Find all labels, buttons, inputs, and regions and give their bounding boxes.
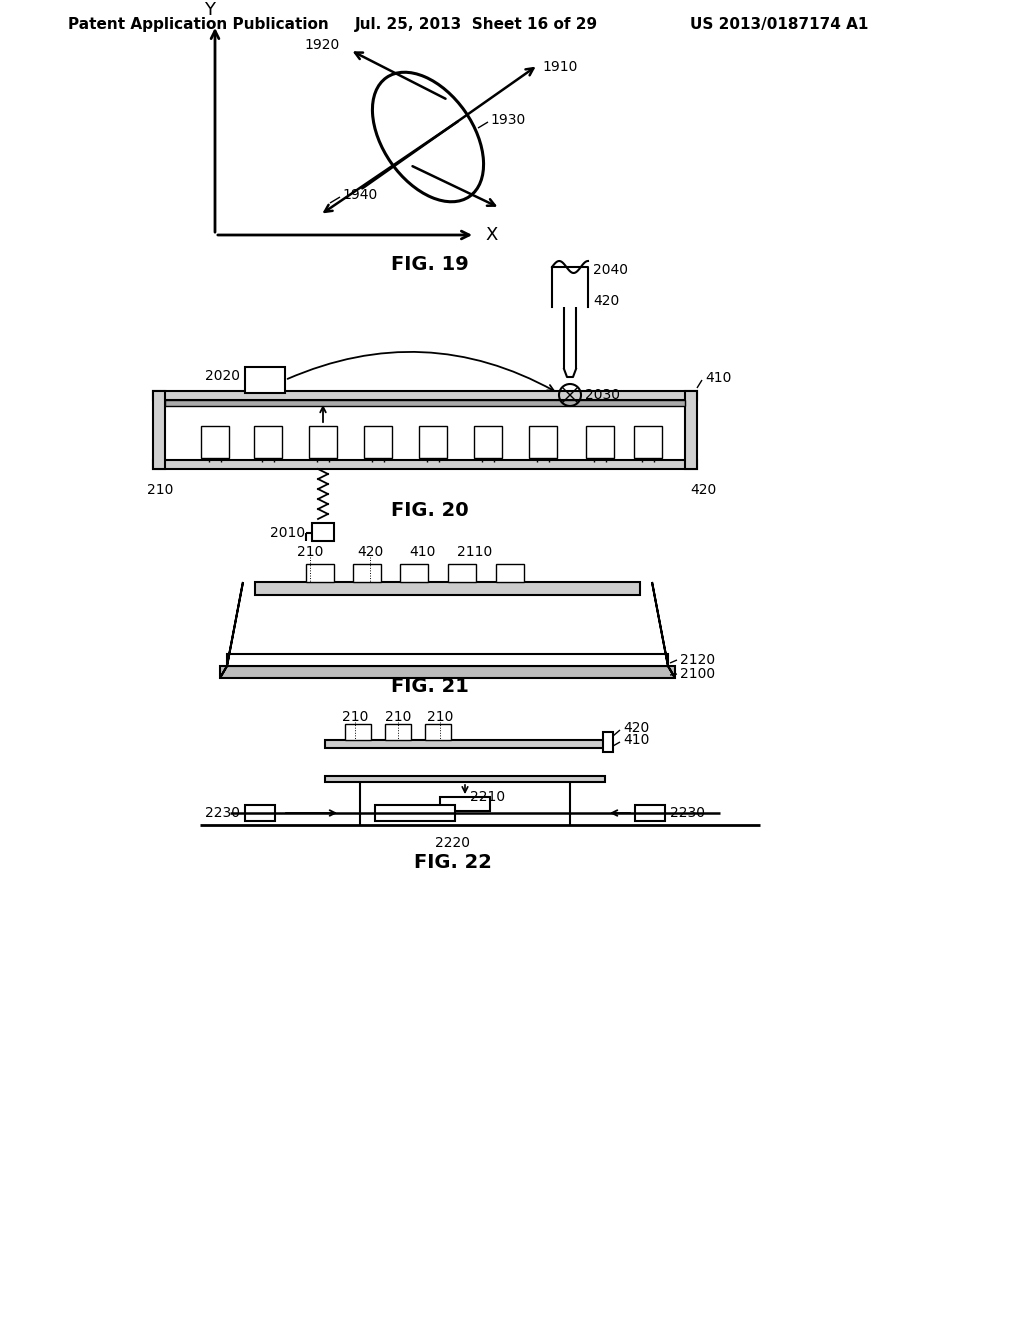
Text: 2020: 2020 bbox=[205, 370, 240, 383]
Text: 210: 210 bbox=[297, 545, 324, 558]
Bar bbox=[375, 805, 455, 821]
Polygon shape bbox=[652, 582, 675, 678]
Bar bbox=[529, 426, 557, 458]
Text: 2010: 2010 bbox=[270, 525, 305, 540]
Text: 2210: 2210 bbox=[470, 789, 505, 804]
Bar bbox=[353, 564, 381, 582]
Text: 2110: 2110 bbox=[458, 545, 493, 558]
Text: 2040: 2040 bbox=[593, 263, 628, 277]
Bar bbox=[220, 667, 675, 678]
Text: 210: 210 bbox=[342, 710, 369, 723]
Bar bbox=[603, 733, 613, 752]
Text: 420: 420 bbox=[593, 294, 620, 308]
Text: 420: 420 bbox=[357, 545, 383, 558]
Text: FIG. 19: FIG. 19 bbox=[391, 256, 469, 275]
Bar bbox=[165, 400, 685, 407]
Bar bbox=[425, 723, 451, 741]
Text: FIG. 22: FIG. 22 bbox=[414, 853, 492, 871]
Bar bbox=[255, 582, 640, 595]
Bar bbox=[364, 426, 392, 458]
Text: US 2013/0187174 A1: US 2013/0187174 A1 bbox=[690, 17, 868, 33]
Bar bbox=[153, 459, 697, 469]
Text: 410: 410 bbox=[623, 733, 649, 747]
Text: 210: 210 bbox=[427, 710, 454, 723]
Text: 2030: 2030 bbox=[585, 388, 620, 403]
Text: FIG. 20: FIG. 20 bbox=[391, 500, 469, 520]
Text: 1910: 1910 bbox=[542, 59, 578, 74]
Text: 420: 420 bbox=[690, 483, 716, 498]
Bar bbox=[153, 391, 165, 469]
Bar bbox=[245, 367, 285, 393]
Bar bbox=[201, 426, 229, 458]
Text: 410: 410 bbox=[409, 545, 435, 558]
Text: 1940: 1940 bbox=[342, 187, 377, 202]
Text: 2120: 2120 bbox=[680, 653, 715, 667]
Text: 2100: 2100 bbox=[680, 667, 715, 681]
Bar bbox=[254, 426, 282, 458]
Bar bbox=[345, 723, 371, 741]
Bar bbox=[440, 797, 490, 810]
Text: 2220: 2220 bbox=[435, 836, 470, 850]
Text: 210: 210 bbox=[385, 710, 412, 723]
Bar bbox=[325, 776, 605, 781]
Polygon shape bbox=[220, 582, 243, 678]
Text: Patent Application Publication: Patent Application Publication bbox=[68, 17, 329, 33]
Bar bbox=[312, 523, 334, 541]
Bar bbox=[400, 564, 428, 582]
Bar bbox=[474, 426, 502, 458]
Bar bbox=[309, 426, 337, 458]
Text: 1920: 1920 bbox=[305, 38, 340, 51]
Text: Jul. 25, 2013  Sheet 16 of 29: Jul. 25, 2013 Sheet 16 of 29 bbox=[355, 17, 598, 33]
Bar bbox=[635, 805, 665, 821]
Bar bbox=[385, 723, 411, 741]
Text: 2230: 2230 bbox=[670, 807, 705, 820]
Text: 1930: 1930 bbox=[490, 114, 525, 127]
Bar bbox=[306, 564, 334, 582]
Bar bbox=[325, 741, 605, 748]
Bar bbox=[153, 391, 697, 400]
Text: 2230: 2230 bbox=[205, 807, 240, 820]
Bar bbox=[419, 426, 447, 458]
Text: 410: 410 bbox=[705, 371, 731, 385]
Bar bbox=[245, 805, 275, 821]
Bar bbox=[685, 391, 697, 469]
Bar bbox=[496, 564, 524, 582]
Text: 420: 420 bbox=[623, 721, 649, 735]
Bar bbox=[634, 426, 662, 458]
Bar bbox=[586, 426, 614, 458]
Text: FIG. 21: FIG. 21 bbox=[391, 677, 469, 697]
Text: Y: Y bbox=[205, 1, 215, 18]
Text: 210: 210 bbox=[146, 483, 173, 498]
Bar bbox=[449, 564, 476, 582]
Text: X: X bbox=[485, 226, 498, 244]
Bar bbox=[227, 653, 668, 667]
